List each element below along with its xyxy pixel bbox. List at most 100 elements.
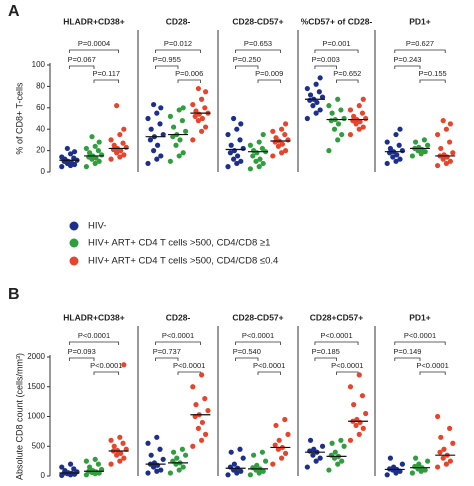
p-value: P<0.0001: [416, 361, 448, 370]
data-point: [256, 164, 262, 170]
panel-title: HLADR+CD38+: [63, 312, 124, 322]
bracket: [155, 49, 201, 53]
data-point: [384, 160, 390, 167]
data-point: [247, 472, 253, 478]
bracket: [235, 65, 259, 69]
data-point: [160, 456, 166, 462]
data-point: [247, 166, 253, 172]
data-point: [399, 461, 405, 467]
data-point: [435, 413, 441, 420]
data-point: [227, 150, 233, 156]
data-point: [240, 455, 246, 461]
p-value: P=0.652: [333, 69, 361, 78]
data-point: [384, 472, 390, 478]
data-point: [193, 402, 199, 408]
bracket: [394, 65, 421, 69]
data-point: [108, 461, 114, 467]
data-point: [180, 150, 186, 156]
data-point: [341, 115, 347, 122]
data-point: [443, 126, 449, 132]
p-value: P<0.0001: [331, 361, 363, 370]
panel-title: CD28-CD57+: [232, 312, 283, 322]
data-point: [353, 121, 359, 127]
data-point: [145, 115, 151, 122]
data-point: [234, 160, 240, 167]
data-point: [351, 402, 357, 408]
p-value: P<0.0001: [404, 331, 436, 340]
bracket: [257, 79, 281, 83]
data-point: [199, 419, 205, 426]
bracket: [394, 357, 421, 361]
data-point: [199, 128, 205, 134]
data-point: [363, 115, 369, 122]
data-point: [450, 440, 456, 446]
data-point: [228, 142, 234, 148]
data-point: [96, 139, 102, 145]
data-point: [237, 137, 243, 143]
panel-title: PD1+: [409, 312, 431, 322]
data-point: [393, 131, 399, 138]
y-tick-label: 40: [36, 124, 45, 133]
data-point: [335, 121, 342, 127]
data-point: [338, 107, 344, 113]
data-point: [145, 440, 151, 446]
bracket: [314, 65, 337, 69]
data-point: [111, 443, 117, 449]
data-point: [307, 92, 314, 98]
bracket: [68, 49, 120, 53]
data-point: [237, 446, 243, 452]
data-point: [329, 110, 335, 116]
p-value: P=0.627: [406, 39, 434, 48]
p-value: P=0.006: [175, 69, 203, 78]
data-point: [92, 143, 98, 149]
y-tick-label: 1500: [27, 382, 45, 391]
data-point: [195, 118, 201, 124]
panel-title: CD28-: [166, 16, 191, 26]
bracket: [314, 341, 359, 345]
data-point: [359, 393, 366, 399]
data-point: [356, 126, 362, 132]
data-point: [180, 105, 186, 111]
data-point: [304, 115, 310, 122]
data-point: [158, 105, 164, 111]
data-point: [158, 153, 164, 159]
data-point: [356, 372, 362, 378]
data-point: [438, 434, 444, 440]
data-point: [171, 124, 177, 130]
y-tick-label: 60: [36, 103, 45, 112]
data-point: [108, 156, 114, 162]
data-point: [199, 437, 205, 443]
bracket: [155, 357, 179, 361]
p-value: P=0.155: [419, 69, 447, 78]
data-point: [148, 126, 154, 132]
data-point: [332, 449, 338, 455]
data-point: [447, 458, 453, 464]
data-point: [171, 449, 177, 455]
data-point: [190, 137, 196, 143]
y-axis-label: % of CD8+ T-cells: [14, 82, 24, 155]
panel-title: HLADR+CD38+: [63, 16, 124, 26]
data-point: [313, 110, 319, 116]
p-value: P=0.955: [153, 55, 181, 64]
data-point: [283, 121, 289, 127]
p-value: P=0.149: [393, 347, 421, 356]
data-point: [447, 121, 453, 127]
p-value: P=0.185: [312, 347, 340, 356]
data-point: [121, 362, 127, 368]
data-point: [275, 143, 281, 149]
data-point: [413, 455, 419, 461]
data-point: [272, 442, 278, 448]
data-point: [202, 105, 208, 111]
data-point: [254, 462, 260, 468]
data-point: [283, 148, 289, 154]
data-point: [319, 443, 326, 449]
data-point: [273, 422, 279, 429]
data-point: [307, 437, 314, 443]
data-point: [95, 461, 101, 467]
data-point: [114, 150, 120, 156]
data-point: [331, 126, 338, 132]
p-value: P=0.003: [312, 55, 340, 64]
panel-label: B: [8, 286, 20, 303]
data-point: [313, 458, 319, 464]
data-point: [273, 135, 279, 141]
